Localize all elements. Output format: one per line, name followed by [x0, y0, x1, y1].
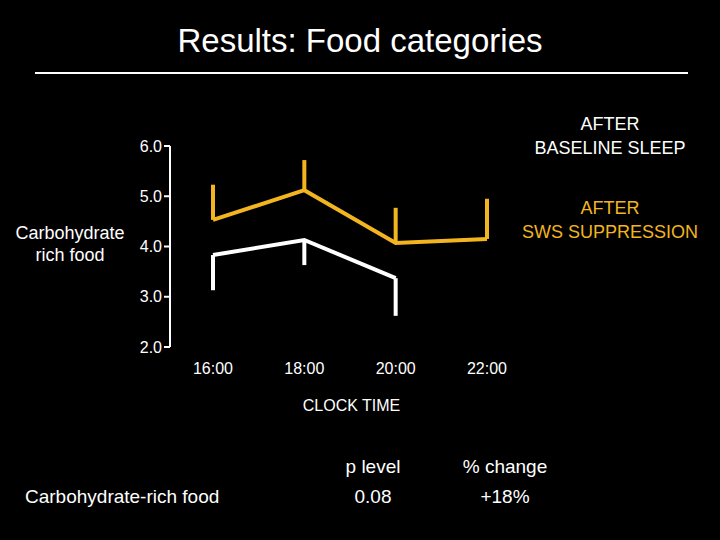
html-text:0.08: 0.08 — [354, 486, 392, 507]
html-text:BASELINE SLEEP: BASELINE SLEEP — [534, 138, 686, 158]
html-text:Results: Food categories: Results: Food categories — [177, 22, 543, 59]
html-text:+18%: +18% — [480, 486, 530, 507]
svg-text:18:00: 18:00 — [284, 360, 324, 377]
html-text:AFTER: AFTER — [580, 114, 640, 134]
svg-text:22:00: 22:00 — [467, 360, 507, 377]
svg-text:3.0: 3.0 — [140, 288, 162, 305]
svg-text:CLOCK TIME: CLOCK TIME — [303, 397, 401, 414]
html-text:Carbohydrate rich food: Carbohydrate rich food — [15, 223, 125, 265]
html-text:p level: p level — [345, 456, 401, 477]
svg-text:5.0: 5.0 — [140, 188, 162, 205]
svg-text:6.0: 6.0 — [140, 138, 162, 155]
svg-text:20:00: 20:00 — [376, 360, 416, 377]
svg-text:2.0: 2.0 — [140, 339, 162, 356]
svg-text:16:00: 16:00 — [193, 360, 233, 377]
svg-text:4.0: 4.0 — [140, 238, 162, 255]
html-text:Carbohydrate-rich food: Carbohydrate-rich food — [25, 486, 220, 507]
html-text:% change: % change — [462, 456, 548, 477]
html-text:AFTER: AFTER — [580, 198, 640, 218]
html-text:SWS SUPPRESSION: SWS SUPPRESSION — [522, 222, 698, 242]
